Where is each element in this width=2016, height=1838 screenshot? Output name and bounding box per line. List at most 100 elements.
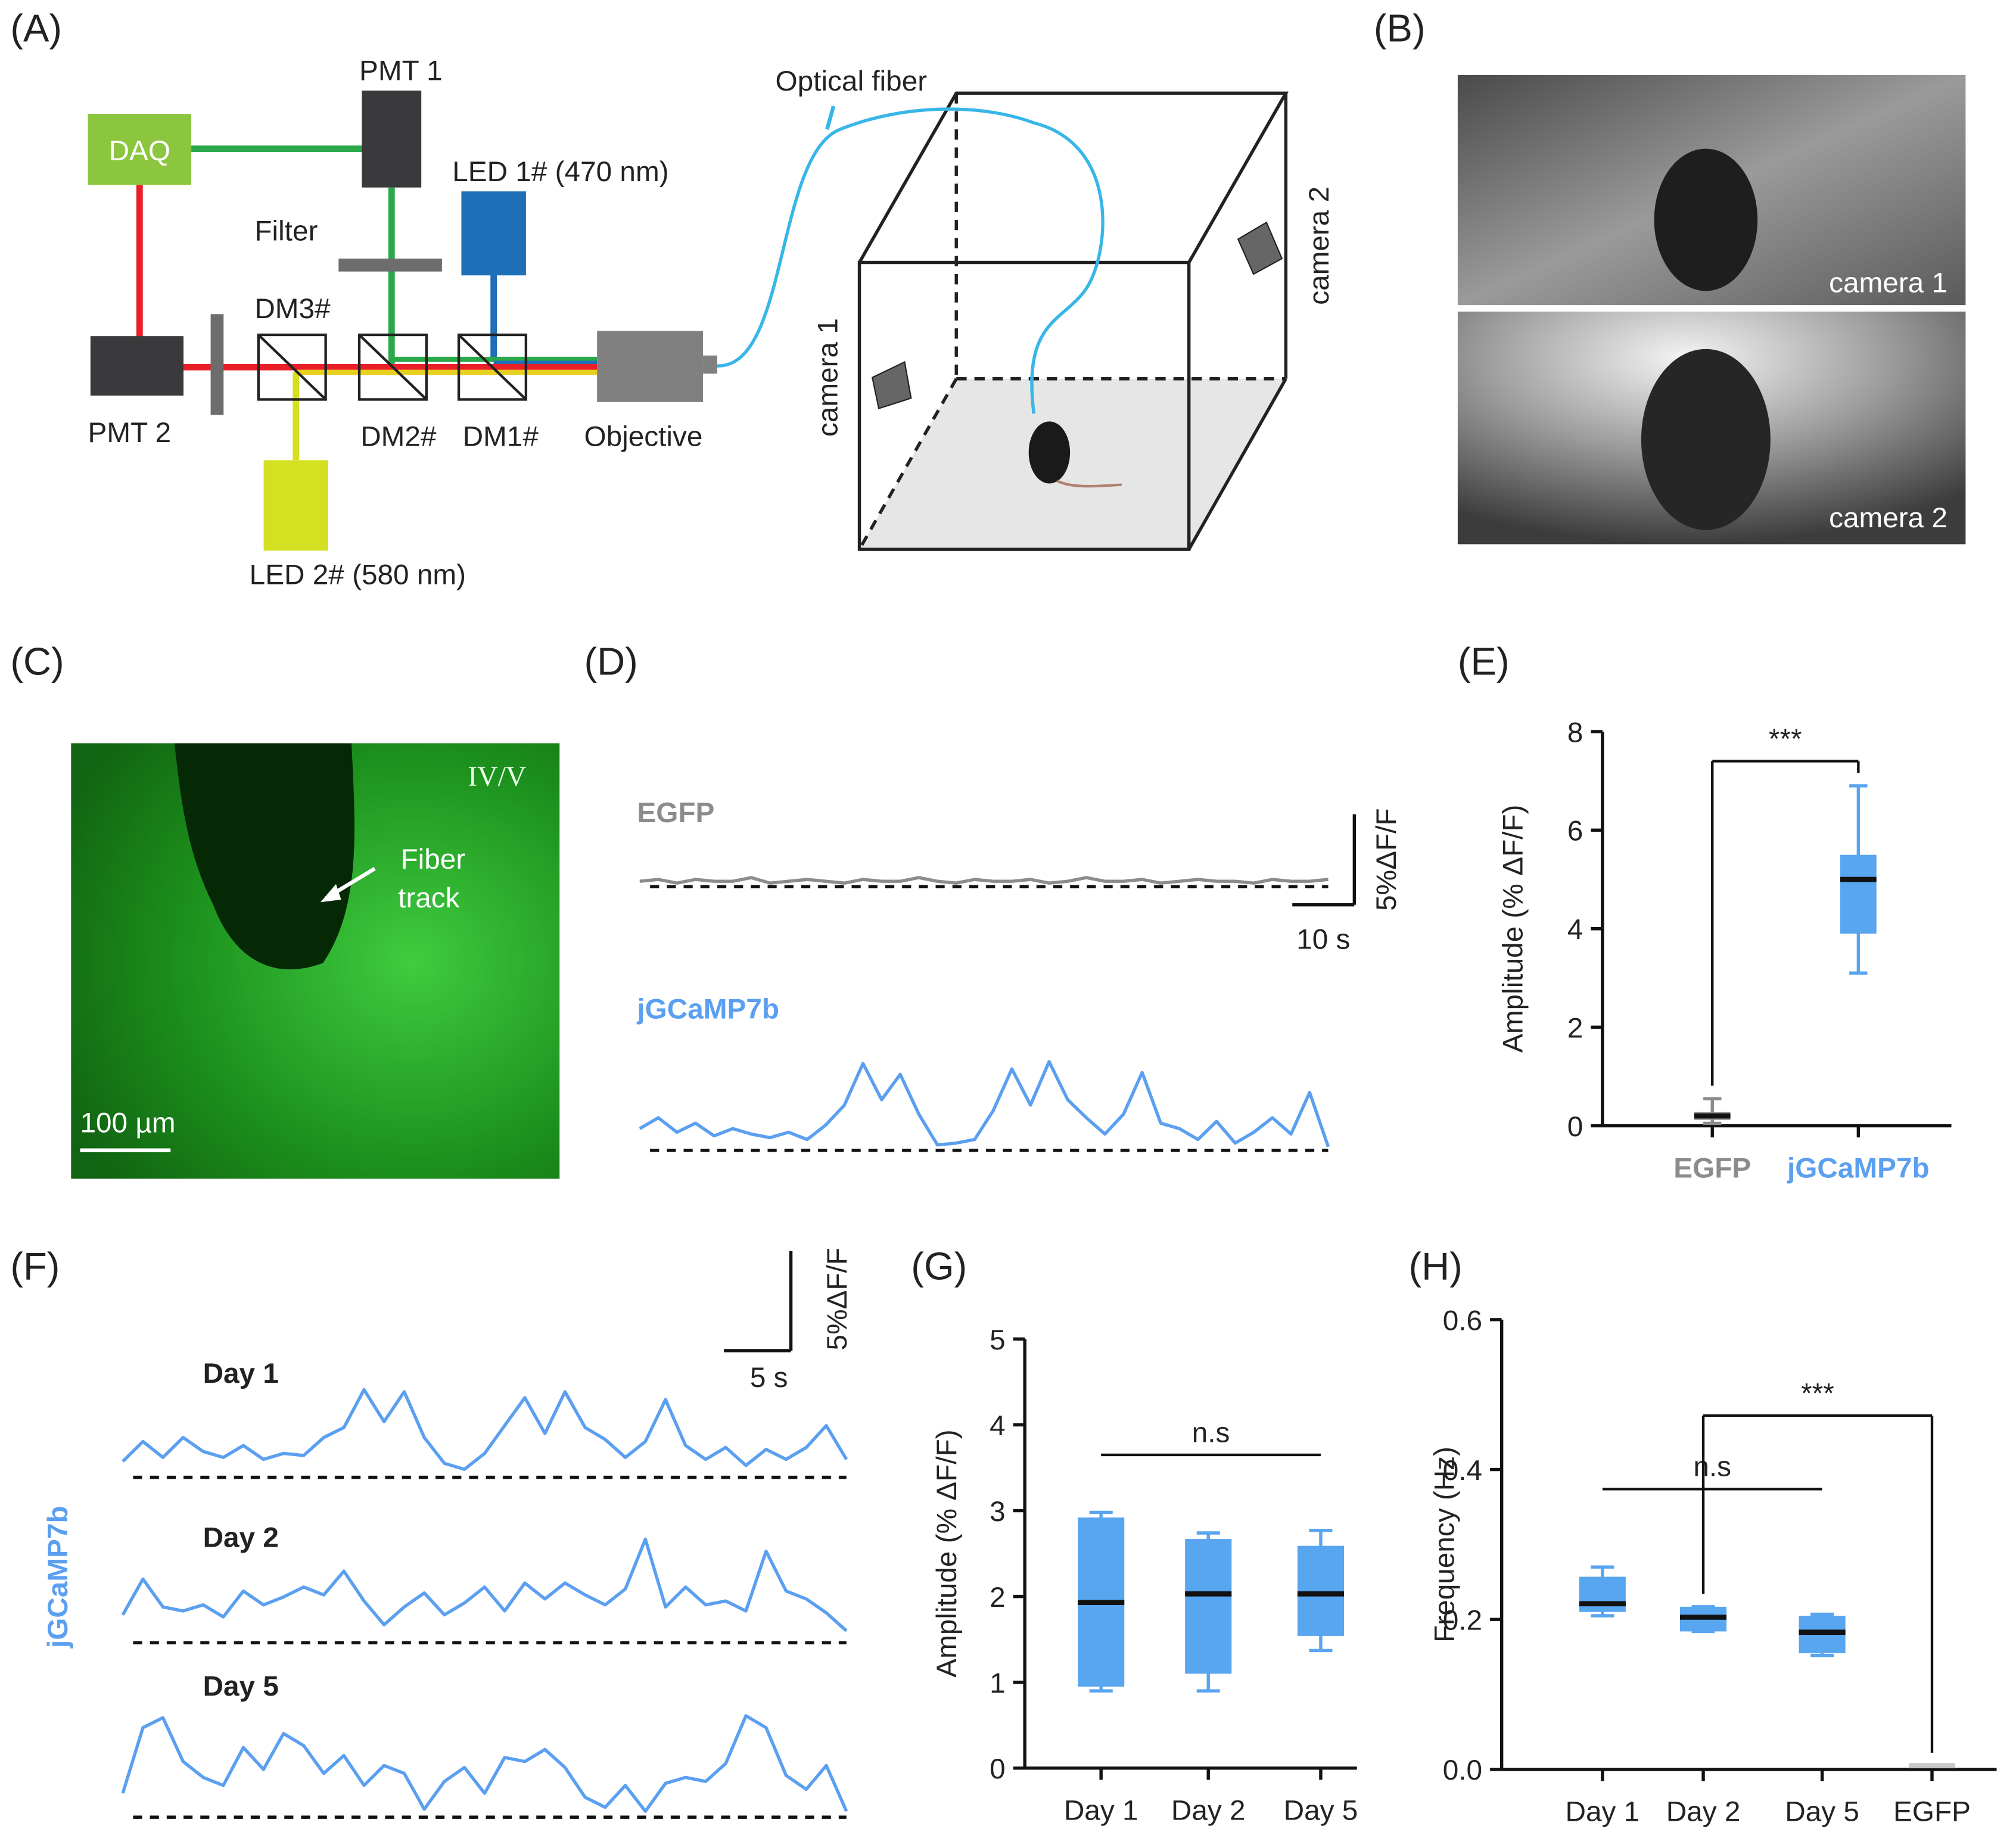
pmt-box xyxy=(90,336,184,396)
series-label: jGCaMP7b xyxy=(636,994,779,1025)
box xyxy=(1297,1545,1344,1636)
x-tick-label: EGFP xyxy=(1673,1152,1751,1184)
x-tick-label: EGFP xyxy=(1893,1796,1971,1828)
y-tick-label: 2 xyxy=(990,1582,1006,1613)
filter-label: Filter xyxy=(254,216,318,247)
micrograph: IV/V Fiber track 100 µm xyxy=(71,743,560,1179)
y-tick-label: 5 xyxy=(990,1324,1006,1356)
panel-label: (H) xyxy=(1408,1245,1462,1288)
panel-label: (G) xyxy=(911,1245,967,1288)
x-tick-label: Day 2 xyxy=(1666,1796,1741,1828)
mouse xyxy=(1654,148,1758,291)
box xyxy=(1579,1576,1626,1612)
pointer xyxy=(825,105,836,130)
camera-photos: camera 1 camera 2 xyxy=(1457,74,1966,545)
filter xyxy=(210,314,224,415)
x-tick-label: jGCaMP7b xyxy=(1787,1152,1930,1184)
mirror-label: DM1# xyxy=(463,421,539,453)
trace-line xyxy=(121,1714,848,1813)
y-tick-label: 0 xyxy=(1567,1111,1583,1143)
panel-label: (E) xyxy=(1458,640,1510,683)
setup-diagram: DAQ PMT 1 Filter LED 1# (470 nm) PMT 2 L… xyxy=(88,55,1335,591)
side-label: jGCaMP7b xyxy=(42,1506,74,1649)
scale-label: 10 s xyxy=(1296,923,1350,955)
pmt-box xyxy=(362,91,422,188)
y-axis-label: Amplitude (% ΔF/F) xyxy=(931,1429,963,1677)
y-tick-label: 4 xyxy=(990,1410,1006,1442)
y-tick-label: 2 xyxy=(1567,1013,1583,1044)
arena-floor xyxy=(859,378,1286,550)
layer-label: IV/V xyxy=(468,761,526,792)
series-label: Day 2 xyxy=(203,1522,279,1554)
pmt-label: PMT 2 xyxy=(88,417,172,449)
scale-label: 5%ΔF/F xyxy=(822,1248,853,1350)
y-axis-label: Amplitude (% ΔF/F) xyxy=(1497,805,1529,1053)
filter xyxy=(338,259,442,272)
y-axis-label: Frequency (Hz) xyxy=(1429,1447,1460,1643)
panel-label: (F) xyxy=(10,1245,60,1288)
led-label: LED 2# (580 nm) xyxy=(250,559,466,591)
y-tick-label: 6 xyxy=(1567,816,1583,847)
box xyxy=(1185,1539,1232,1674)
y-tick-label: 1 xyxy=(990,1668,1006,1699)
y-tick-label: 4 xyxy=(1567,914,1583,946)
y-tick-label: 0.4 xyxy=(1443,1455,1482,1486)
mouse xyxy=(1028,421,1071,484)
panel-label: (B) xyxy=(1374,7,1426,50)
camera-label: camera 1 xyxy=(813,318,844,437)
significance: *** xyxy=(1801,1377,1834,1409)
daq-label: DAQ xyxy=(109,135,170,167)
daq-box xyxy=(88,114,192,185)
x-tick-label: Day 5 xyxy=(1785,1796,1859,1828)
objective xyxy=(597,331,704,402)
led-box xyxy=(461,191,526,276)
scale-label: 100 µm xyxy=(80,1107,175,1139)
objective xyxy=(703,355,717,374)
series-label: EGFP xyxy=(637,797,714,829)
significance: *** xyxy=(1769,723,1802,755)
mirror-label: DM2# xyxy=(360,421,437,453)
x-tick-label: Day 5 xyxy=(1284,1795,1358,1826)
pmt-label: PMT 1 xyxy=(359,55,443,87)
trace-line xyxy=(639,876,1329,885)
dichroic-mirrors xyxy=(257,333,528,401)
scale-label: 5 s xyxy=(750,1362,788,1394)
mouse xyxy=(1641,349,1771,530)
mouse-tail xyxy=(1056,480,1122,488)
charts: EGFP jGCaMP7b 5%ΔF/F 10 s 0 2 4 6 8 Amplitude (% … xyxy=(42,717,1997,1828)
y-tick-label: 0 xyxy=(990,1753,1006,1785)
x-tick-label: Day 1 xyxy=(1566,1796,1640,1828)
camera-icon xyxy=(1237,221,1283,275)
x-tick-label: Day 2 xyxy=(1171,1795,1246,1826)
scale-label: 5%ΔF/F xyxy=(1371,808,1402,911)
camera-label: camera 2 xyxy=(1303,186,1335,305)
trace-line xyxy=(122,1388,848,1471)
arrow-label: Fiber xyxy=(400,844,465,875)
series-label: Day 5 xyxy=(203,1671,279,1702)
objective-label: Objective xyxy=(584,421,702,453)
optical-fiber xyxy=(717,107,1105,414)
y-tick-label: 8 xyxy=(1567,717,1583,748)
x-tick-label: Day 1 xyxy=(1064,1795,1138,1826)
panel-label: (A) xyxy=(10,7,62,50)
led-label: LED 1# (470 nm) xyxy=(452,156,668,188)
y-tick-label: 0.2 xyxy=(1443,1605,1482,1637)
trace-line xyxy=(639,1060,1330,1147)
trace-line xyxy=(121,1537,848,1632)
mirror-label: DM3# xyxy=(254,293,331,325)
camera-icon xyxy=(871,360,912,410)
arrow-label: track xyxy=(398,882,460,914)
arena-box xyxy=(857,91,1289,551)
y-tick-label: 3 xyxy=(990,1496,1006,1528)
panel-label: (D) xyxy=(584,640,637,683)
y-tick-label: 0.0 xyxy=(1443,1755,1482,1786)
led-box xyxy=(263,460,328,551)
fiber-label: Optical fiber xyxy=(776,66,928,97)
photo-label: camera 2 xyxy=(1829,502,1947,534)
series-label: Day 1 xyxy=(203,1358,279,1389)
panel-labels: (A) (B) (C) (D) (E) (F) (G) (H) xyxy=(10,7,1509,1288)
fiber-hole xyxy=(174,743,355,970)
significance: n.s xyxy=(1192,1417,1230,1448)
